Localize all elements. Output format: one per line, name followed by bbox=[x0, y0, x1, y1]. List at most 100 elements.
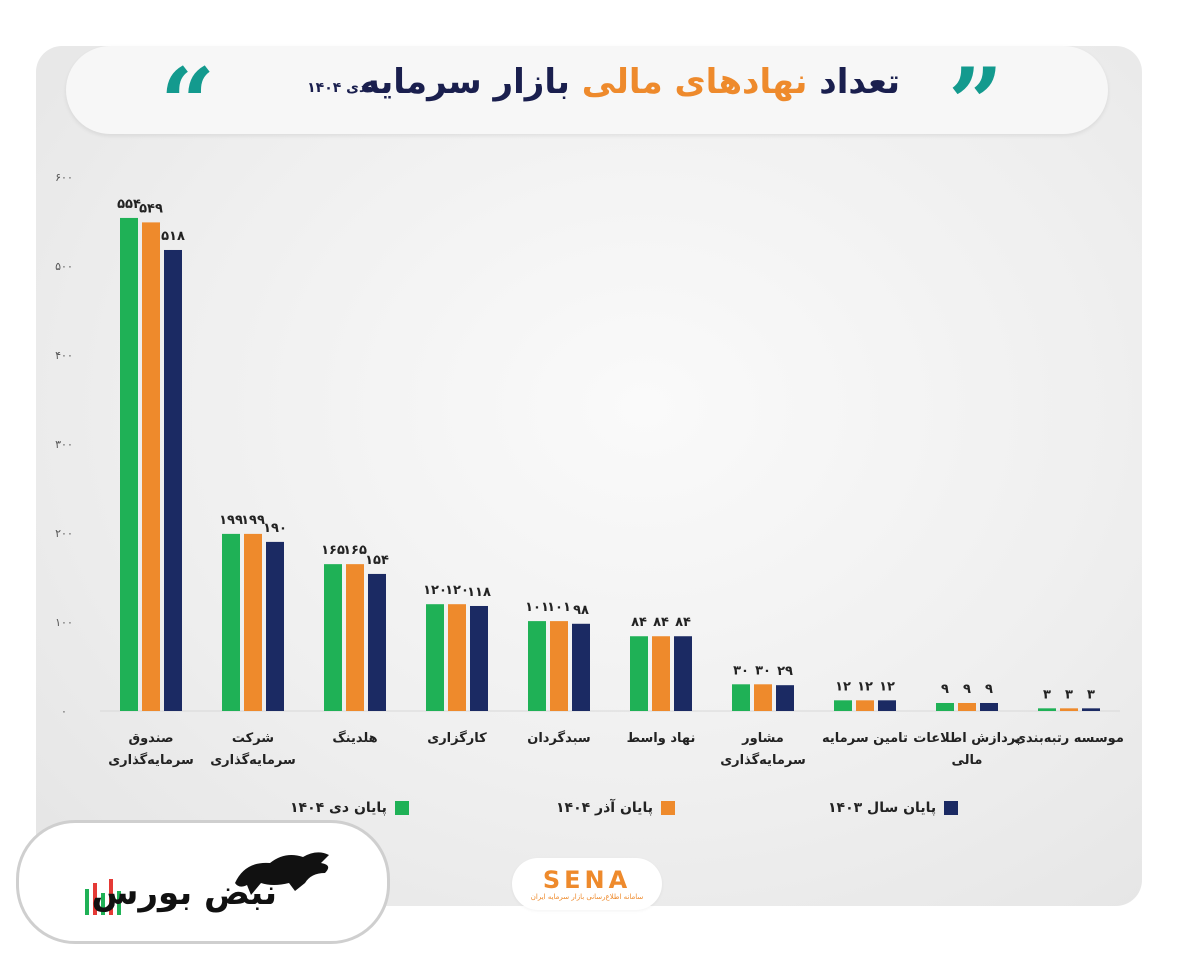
bar-series-3 bbox=[980, 702, 998, 711]
data-label: ۱۶۵ bbox=[321, 543, 345, 558]
y-tick-label: ۲۰۰ bbox=[55, 527, 73, 540]
y-tick-label: ۰ bbox=[61, 705, 67, 718]
bar-series-1 bbox=[324, 564, 342, 711]
bar-series-3 bbox=[164, 249, 182, 712]
bar-series-2 bbox=[652, 636, 670, 711]
data-label: ۳ bbox=[1043, 687, 1051, 702]
bar-series-3 bbox=[470, 605, 488, 711]
legend-swatch-2 bbox=[660, 801, 675, 815]
x-tick-label: سبدگردان bbox=[527, 730, 590, 746]
y-tick-label: ۵۰۰ bbox=[55, 260, 73, 273]
legend-swatch-1 bbox=[394, 801, 409, 815]
chart-title: تعداد نهادهای مالی بازار سرمایه bbox=[360, 62, 900, 102]
data-label: ۸۴ bbox=[631, 615, 647, 630]
x-tick-label: پردازش اطلاعات bbox=[913, 731, 1020, 746]
x-tick-label: تامین سرمایه bbox=[822, 731, 908, 746]
data-label: ۹۸ bbox=[573, 603, 589, 618]
sena-logo: SENA سامانه اطلاع‌رسانی بازار سرمایه ایر… bbox=[512, 858, 662, 910]
y-tick-label: ۱۰۰ bbox=[55, 616, 73, 629]
data-label: ۱۲ bbox=[879, 679, 895, 694]
bar-series-2 bbox=[1060, 708, 1078, 711]
bar-series-1 bbox=[732, 684, 750, 711]
bar-series-2 bbox=[142, 222, 160, 711]
sena-logo-text: SENA bbox=[542, 866, 632, 894]
bar-series-1 bbox=[834, 700, 852, 711]
data-label: ۹ bbox=[985, 682, 993, 697]
data-label: ۱۹۹ bbox=[219, 513, 243, 528]
legend-label-2: پایان آذر ۱۴۰۴ bbox=[556, 800, 653, 816]
data-labels-group: ۵۵۴۵۴۹۵۱۸۱۹۹۱۹۹۱۹۰۱۶۵۱۶۵۱۵۴۱۲۰۱۲۰۱۱۸۱۰۱۱… bbox=[117, 197, 1095, 702]
sena-tagline: سامانه اطلاع‌رسانی بازار سرمایه ایران bbox=[530, 893, 644, 901]
bar-series-2 bbox=[448, 604, 466, 711]
data-label: ۹ bbox=[963, 682, 971, 697]
data-label: ۱۲ bbox=[835, 679, 851, 694]
data-label: ۱۹۹ bbox=[241, 513, 265, 528]
title-part-2: نهادهای مالی bbox=[581, 62, 808, 102]
legend-item-3: پایان سال ۱۴۰۳ bbox=[828, 796, 959, 820]
data-label: ۱۵۴ bbox=[365, 553, 389, 568]
x-tick-label: موسسه رتبه‌بندی bbox=[1014, 731, 1124, 746]
x-tick-label: صندوق bbox=[128, 731, 173, 746]
x-tick-label: مالی bbox=[952, 753, 983, 768]
data-label: ۱۹۰ bbox=[263, 521, 287, 536]
stock-bars-icon bbox=[85, 879, 121, 915]
data-label: ۳۰ bbox=[733, 663, 749, 678]
watermark-text: نبض بورس bbox=[91, 873, 277, 913]
data-label: ۹ bbox=[941, 682, 949, 697]
bar-series-2 bbox=[346, 564, 364, 711]
bar-series-3 bbox=[266, 541, 284, 711]
bull-icon bbox=[235, 852, 329, 895]
watermark-logo: نبض بورس bbox=[16, 820, 390, 944]
chart-card bbox=[36, 46, 1142, 906]
x-tick-label: سرمایه‌گذاری bbox=[108, 752, 194, 768]
bar-series-2 bbox=[550, 621, 568, 711]
x-tick-label: سرمایه‌گذاری bbox=[720, 752, 806, 768]
close-quote-icon: ” bbox=[948, 47, 1004, 160]
data-label: ۱۰۱ bbox=[525, 600, 549, 615]
bar-series-1 bbox=[120, 217, 138, 711]
bar-series-1 bbox=[528, 621, 546, 711]
bar-series-1 bbox=[936, 702, 954, 711]
data-label: ۱۱۸ bbox=[467, 585, 491, 600]
category-labels-group: صندوق سرمایه‌گذاری شرکت سرمایه‌گذاری هلدینگ ک… bbox=[108, 730, 1124, 768]
x-tick-label: شرکت bbox=[232, 731, 274, 746]
x-tick-label: مشاور bbox=[741, 731, 784, 746]
bar-series-3 bbox=[878, 700, 896, 711]
data-label: ۸۴ bbox=[653, 615, 669, 630]
bars-group bbox=[120, 217, 1100, 712]
y-tick-label: ۶۰۰ bbox=[55, 171, 73, 184]
y-tick-label: ۴۰۰ bbox=[55, 349, 73, 362]
legend-item-2: پایان آذر ۱۴۰۴ bbox=[556, 796, 675, 820]
x-tick-label: کارگزاری bbox=[427, 730, 487, 746]
x-tick-label: سرمایه‌گذاری bbox=[210, 752, 296, 768]
chart-subtitle: -دی ۱۴۰۴ bbox=[307, 80, 372, 96]
data-label: ۱۲۰ bbox=[445, 583, 469, 598]
data-label: ۳ bbox=[1065, 687, 1073, 702]
data-label: ۱۲۰ bbox=[423, 583, 447, 598]
data-label: ۱۲ bbox=[857, 679, 873, 694]
y-tick-label: ۳۰۰ bbox=[55, 438, 73, 451]
data-label: ۱۰۱ bbox=[547, 600, 571, 615]
title-part-3: بازار سرمایه bbox=[359, 62, 570, 102]
bar-series-3 bbox=[368, 573, 386, 711]
bar-series-3 bbox=[674, 636, 692, 711]
data-label: ۵۵۴ bbox=[117, 197, 141, 212]
data-label: ۸۴ bbox=[675, 615, 691, 630]
legend-swatch-3 bbox=[944, 801, 959, 815]
bar-series-1 bbox=[1038, 708, 1056, 711]
bar-series-2 bbox=[244, 533, 262, 711]
data-label: ۵۴۹ bbox=[139, 201, 163, 216]
bar-series-3 bbox=[572, 623, 590, 711]
bar-series-1 bbox=[222, 533, 240, 711]
data-label: ۲۹ bbox=[777, 664, 793, 679]
bar-series-2 bbox=[754, 684, 772, 711]
title-bar bbox=[66, 46, 1108, 134]
data-label: ۳۰ bbox=[755, 663, 771, 678]
legend-label-1: پایان دی ۱۴۰۴ bbox=[290, 800, 387, 816]
x-tick-label: نهاد واسط bbox=[627, 731, 696, 746]
bar-series-3 bbox=[776, 685, 794, 711]
bar-series-1 bbox=[630, 636, 648, 711]
bar-series-2 bbox=[958, 702, 976, 711]
data-label: ۳ bbox=[1087, 687, 1095, 702]
